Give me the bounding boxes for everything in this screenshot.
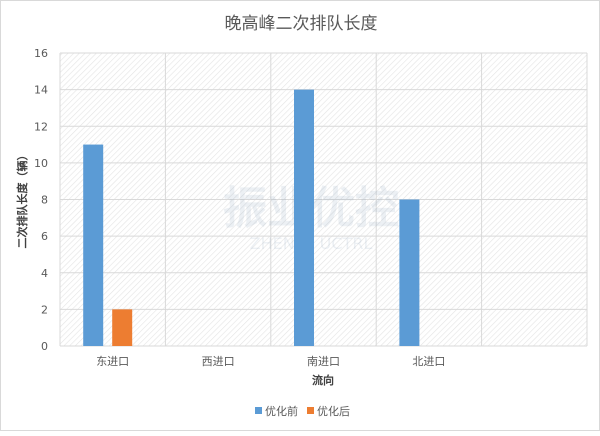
y-tick-label: 2 [41, 303, 48, 316]
y-tick-label: 10 [34, 157, 48, 170]
x-tick-label: 西进口 [202, 355, 235, 368]
y-tick-label: 0 [41, 340, 48, 353]
y-axis-label: 二次排队长度（辆） [15, 150, 29, 249]
bar-优化前-东进口 [83, 144, 104, 346]
legend-swatch [255, 407, 262, 414]
y-tick-label: 8 [41, 194, 48, 207]
legend-label: 优化前 [265, 404, 298, 418]
y-tick-label: 14 [34, 84, 48, 97]
bar-优化前-北进口 [399, 199, 420, 346]
bar-优化后-东进口 [112, 309, 133, 346]
legend-label: 优化后 [317, 404, 350, 418]
y-tick-label: 4 [41, 267, 48, 280]
x-tick-label: 东进口 [96, 355, 129, 368]
legend-swatch [307, 407, 314, 414]
y-tick-label: 16 [34, 47, 48, 60]
x-tick-label: 南进口 [307, 355, 340, 368]
chart-title: 晚高峰二次排队长度 [225, 14, 378, 34]
x-axis-label: 流向 [312, 373, 334, 387]
y-tick-label: 6 [41, 230, 48, 243]
bar-优化前-南进口 [294, 89, 314, 346]
y-tick-label: 12 [34, 120, 48, 133]
x-tick-label: 北进口 [412, 355, 445, 368]
